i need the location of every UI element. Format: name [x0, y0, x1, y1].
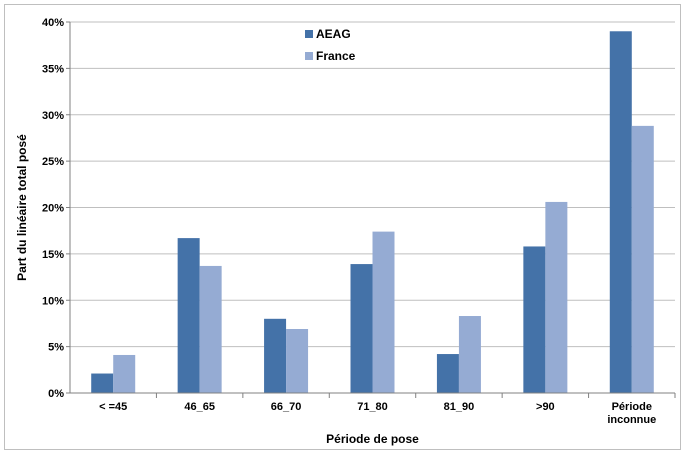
- y-tick-label: 10%: [42, 295, 64, 307]
- bar-france-5: [545, 201, 568, 393]
- y-tick-label: 25%: [42, 156, 64, 168]
- y-tick-label: 30%: [42, 110, 64, 122]
- y-tick-label: 15%: [42, 249, 64, 261]
- bar-aeag-5: [523, 246, 546, 393]
- x-tick-label: 66_70: [271, 401, 302, 413]
- x-tick-label: < =45: [99, 401, 127, 413]
- bar-aeag-2: [264, 318, 287, 393]
- x-tick-label: 71_80: [357, 401, 388, 413]
- x-tick-label: Période inconnue: [607, 401, 656, 426]
- bar-aeag-1: [177, 238, 200, 393]
- x-tick-label: >90: [536, 401, 555, 413]
- y-tick-label: 20%: [42, 203, 64, 215]
- bar-france-3: [372, 231, 395, 393]
- bar-france-0: [113, 354, 136, 393]
- bars: [91, 31, 654, 394]
- legend-swatch-aeag: [305, 30, 313, 38]
- axes: [69, 22, 675, 394]
- legend-label-france: France: [316, 49, 356, 63]
- bar-france-4: [458, 316, 481, 393]
- bar-france-6: [631, 125, 654, 393]
- bar-aeag-4: [436, 354, 459, 393]
- y-tick-label: 0%: [48, 388, 64, 400]
- bar-france-2: [286, 329, 309, 393]
- x-axis-title: Période de pose: [326, 432, 419, 446]
- x-tick-label: 46_65: [184, 401, 215, 413]
- bar-aeag-0: [91, 373, 114, 393]
- legend-swatch-france: [305, 52, 313, 60]
- y-tick-label: 40%: [42, 17, 64, 29]
- legend-label-aeag: AEAG: [316, 27, 351, 41]
- x-tick-label: 81_90: [444, 401, 475, 413]
- y-tick-labels: 0% 5% 10% 15% 20% 25% 30% 35% 40%: [42, 17, 64, 400]
- legend: AEAG France: [305, 27, 356, 63]
- x-tick-labels: < =45 46_65 66_70 71_80 81_90 >90 Période incon…: [99, 401, 656, 426]
- bar-aeag-3: [350, 264, 373, 393]
- bar-aeag-6: [609, 31, 632, 394]
- bar-france-1: [199, 265, 222, 393]
- y-axis-title: Part du linéaire total posé: [15, 134, 29, 281]
- y-tick-label: 5%: [48, 342, 64, 354]
- y-tick-label: 35%: [42, 63, 64, 75]
